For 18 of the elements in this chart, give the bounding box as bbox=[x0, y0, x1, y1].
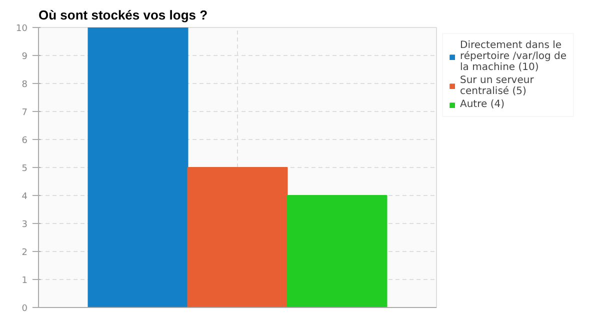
y-tick-label: 2 bbox=[22, 248, 28, 258]
bar bbox=[187, 167, 288, 308]
bar bbox=[286, 195, 388, 308]
y-tick-label: 5 bbox=[22, 164, 28, 174]
legend-label: Directement dans le répertoire /var/log de la machine (10) bbox=[460, 40, 567, 73]
legend-label: Autre (4) bbox=[460, 99, 504, 110]
y-tick-label: 1 bbox=[22, 276, 28, 286]
y-tick-label: 9 bbox=[22, 52, 28, 62]
y-tick-label: 3 bbox=[22, 220, 28, 230]
legend-label: Sur un serveur centralisé (5) bbox=[460, 75, 534, 97]
y-tick-label: 0 bbox=[22, 304, 28, 314]
chart-title: Où sont stockés vos logs ? bbox=[38, 8, 208, 22]
bar bbox=[88, 28, 188, 308]
y-tick-label: 6 bbox=[22, 136, 28, 146]
y-tick-label: 10 bbox=[16, 24, 28, 34]
y-tick-label: 8 bbox=[22, 80, 28, 90]
y-tick-label: 7 bbox=[22, 108, 28, 118]
y-tick-label: 4 bbox=[22, 192, 28, 202]
